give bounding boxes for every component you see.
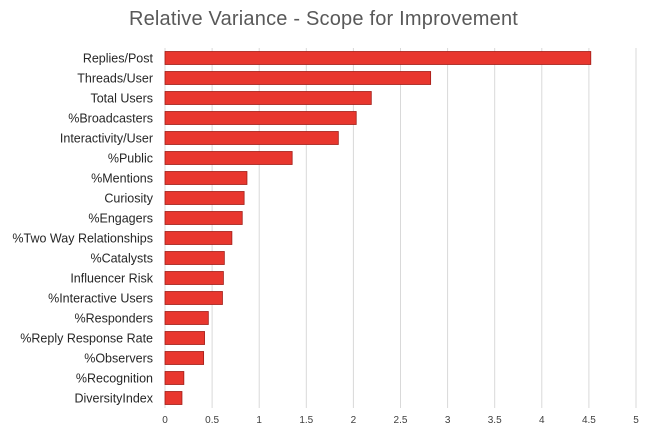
x-tick-label: 4 [539, 415, 545, 426]
x-tick-label: 1 [256, 415, 262, 426]
x-tick-label: 5 [633, 415, 639, 426]
chart-title: Relative Variance - Scope for Improvemen… [128, 8, 519, 30]
category-label: Interactivity/User [60, 132, 153, 146]
x-tick-label: 3.5 [488, 415, 502, 426]
bar [164, 51, 592, 65]
category-label: %Broadcasters [68, 112, 153, 126]
category-label: %Catalysts [90, 252, 153, 266]
x-tick-label: 4.5 [582, 415, 596, 426]
bar [164, 231, 233, 245]
bar [164, 291, 223, 305]
bar [164, 371, 185, 385]
bar [164, 151, 293, 165]
category-label: %Mentions [91, 172, 153, 186]
x-tick-label: 1.5 [299, 415, 313, 426]
bar [164, 211, 243, 225]
bar [164, 171, 248, 185]
category-label: %Responders [74, 312, 153, 326]
x-tick-label: 2 [351, 415, 357, 426]
category-label: %Two Way Relationships [12, 232, 153, 246]
bar [164, 111, 357, 125]
category-label: %Interactive Users [48, 292, 153, 306]
category-label: %Observers [84, 352, 153, 366]
bar [164, 251, 225, 265]
x-tick-label: 0 [162, 415, 168, 426]
bar [164, 131, 339, 145]
category-label: Threads/User [77, 72, 153, 86]
bar [164, 391, 183, 405]
bar [164, 271, 224, 285]
category-label: Influencer Risk [70, 272, 153, 286]
x-tick-label: 2.5 [394, 415, 408, 426]
category-label: %Engagers [88, 212, 153, 226]
x-tick-label: 0.5 [205, 415, 219, 426]
category-label: %Public [108, 152, 153, 166]
bar [164, 351, 205, 365]
category-label: Curiosity [104, 192, 153, 206]
category-label: %Recognition [76, 372, 153, 386]
bar [164, 331, 205, 345]
x-tick-label: 3 [445, 415, 451, 426]
x-axis-ticks: 0 0.5 1 1.5 2 2.5 3 3.5 4 4.5 5 [162, 415, 639, 426]
gridlines [164, 48, 637, 408]
bar [164, 311, 209, 325]
category-label: Replies/Post [83, 52, 154, 66]
bar [164, 91, 372, 105]
category-label: DiversityIndex [75, 392, 154, 406]
category-labels: Replies/Post Threads/User Total Users %Broa… [12, 52, 153, 406]
category-label: Total Users [90, 92, 153, 106]
category-label: %Reply Response Rate [20, 332, 153, 346]
bars [164, 51, 592, 405]
bar [164, 191, 245, 205]
bar [164, 71, 432, 85]
